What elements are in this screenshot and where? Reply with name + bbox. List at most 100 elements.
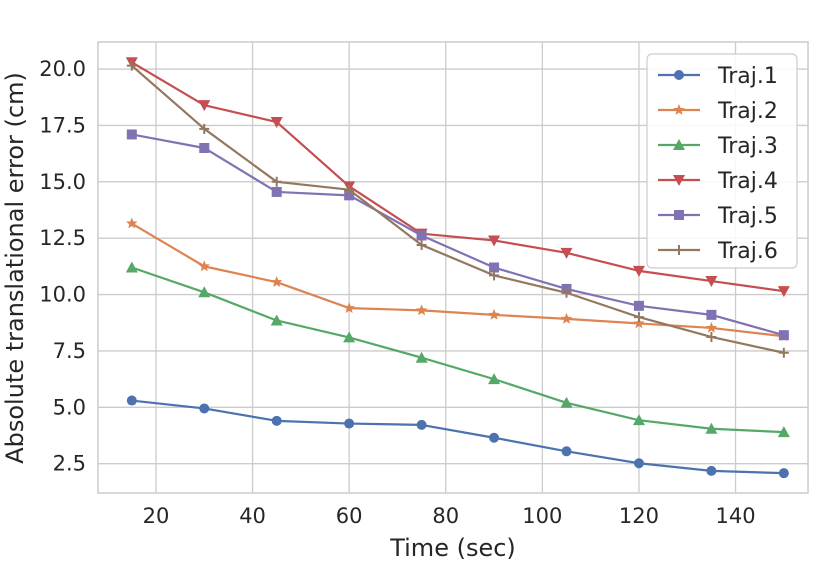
data-point bbox=[705, 276, 718, 288]
data-point bbox=[344, 184, 355, 195]
legend-entry: Traj.6 bbox=[658, 239, 778, 264]
data-point bbox=[705, 422, 718, 434]
data-point bbox=[271, 176, 282, 187]
data-point bbox=[198, 286, 211, 298]
data-point bbox=[777, 286, 790, 298]
data-point bbox=[416, 230, 427, 241]
legend-entry: Traj.1 bbox=[658, 64, 778, 89]
series-traj-6 bbox=[126, 60, 789, 358]
data-point bbox=[415, 304, 428, 316]
legend-entry: Traj.4 bbox=[658, 169, 778, 194]
data-point bbox=[706, 465, 717, 476]
data-point bbox=[778, 330, 789, 341]
series-line bbox=[131, 399, 784, 475]
legend-label: Traj.3 bbox=[717, 134, 778, 159]
series-line bbox=[131, 61, 785, 293]
x-tick-label: 80 bbox=[432, 504, 459, 528]
y-tick-label: 2.5 bbox=[53, 452, 86, 476]
data-point bbox=[489, 270, 500, 281]
data-point bbox=[343, 302, 355, 313]
data-point bbox=[705, 321, 718, 333]
legend-marker bbox=[673, 139, 685, 150]
legend-label: Traj.4 bbox=[717, 169, 778, 194]
x-tick-label: 100 bbox=[522, 504, 562, 528]
y-tick-label: 20.0 bbox=[39, 57, 86, 81]
x-tick-label: 120 bbox=[619, 504, 659, 528]
data-point bbox=[344, 418, 355, 429]
legend-entry: Traj.3 bbox=[658, 134, 778, 159]
data-point bbox=[271, 415, 282, 426]
data-point bbox=[199, 142, 210, 153]
data-point bbox=[778, 468, 789, 479]
data-point bbox=[633, 458, 644, 469]
data-point bbox=[561, 446, 572, 457]
data-point bbox=[488, 373, 501, 385]
data-point bbox=[632, 414, 645, 426]
data-point bbox=[126, 395, 137, 406]
data-point bbox=[416, 239, 427, 250]
legend-label: Traj.2 bbox=[717, 99, 778, 124]
data-point bbox=[489, 432, 500, 443]
data-point bbox=[778, 347, 789, 358]
legend-label: Traj.6 bbox=[717, 239, 778, 264]
data-point bbox=[633, 300, 644, 311]
data-point bbox=[270, 117, 283, 129]
data-point bbox=[706, 331, 717, 342]
data-point bbox=[488, 235, 501, 247]
series-line bbox=[131, 133, 785, 337]
legend-marker bbox=[674, 70, 684, 80]
legend: Traj.1 Traj.2 Traj.3 Traj.4 Traj.5 Traj.6 bbox=[646, 53, 798, 269]
y-axis-label: Absolute translational error (cm) bbox=[1, 72, 29, 464]
plot-frame bbox=[97, 41, 809, 494]
series-layer bbox=[125, 57, 790, 479]
legend-entry: Traj.2 bbox=[658, 99, 778, 124]
data-point bbox=[271, 276, 283, 288]
legend-marker bbox=[673, 104, 685, 115]
legend-marker bbox=[674, 210, 684, 220]
y-tick-label: 5.0 bbox=[53, 395, 86, 419]
data-point bbox=[777, 426, 790, 438]
series-traj-3 bbox=[125, 261, 790, 438]
data-point bbox=[560, 247, 573, 259]
data-point bbox=[199, 403, 210, 414]
data-point bbox=[126, 129, 137, 140]
legend-marker bbox=[673, 175, 685, 186]
y-tick-label: 7.5 bbox=[53, 339, 86, 363]
x-tick-label: 20 bbox=[143, 504, 170, 528]
y-tick-label: 12.5 bbox=[39, 226, 86, 250]
data-point bbox=[489, 262, 500, 273]
x-axis-label: Time (sec) bbox=[389, 534, 516, 562]
data-point bbox=[633, 312, 644, 323]
legend-marker bbox=[674, 245, 684, 255]
data-point bbox=[125, 261, 138, 273]
data-point bbox=[343, 331, 356, 343]
data-point bbox=[126, 217, 138, 229]
y-tick-label: 17.5 bbox=[39, 113, 86, 137]
data-point bbox=[198, 100, 211, 112]
data-point bbox=[270, 314, 283, 326]
x-tick-label: 60 bbox=[336, 504, 363, 528]
legend-label: Traj.1 bbox=[717, 64, 778, 89]
x-tick-label: 140 bbox=[716, 504, 756, 528]
data-point bbox=[126, 60, 137, 71]
x-axis-ticks: 20 40 60 80 100 120 140 bbox=[143, 504, 756, 528]
y-tick-label: 15.0 bbox=[39, 170, 86, 194]
x-tick-label: 40 bbox=[239, 504, 266, 528]
series-traj-1 bbox=[126, 395, 789, 479]
data-point bbox=[561, 287, 572, 298]
data-point bbox=[560, 312, 573, 324]
series-line bbox=[131, 64, 785, 354]
data-point bbox=[632, 265, 645, 277]
series-line bbox=[131, 222, 784, 338]
y-tick-label: 10.0 bbox=[39, 283, 86, 307]
data-point bbox=[488, 308, 500, 320]
series-line bbox=[131, 266, 784, 434]
data-point bbox=[344, 190, 355, 201]
data-point bbox=[415, 351, 428, 363]
y-axis-ticks: 2.5 5.0 7.5 10.0 12.5 15.0 17.5 20.0 bbox=[39, 57, 86, 476]
data-point bbox=[633, 317, 645, 329]
data-point bbox=[198, 260, 210, 272]
data-point bbox=[416, 419, 427, 430]
data-point bbox=[271, 186, 282, 197]
